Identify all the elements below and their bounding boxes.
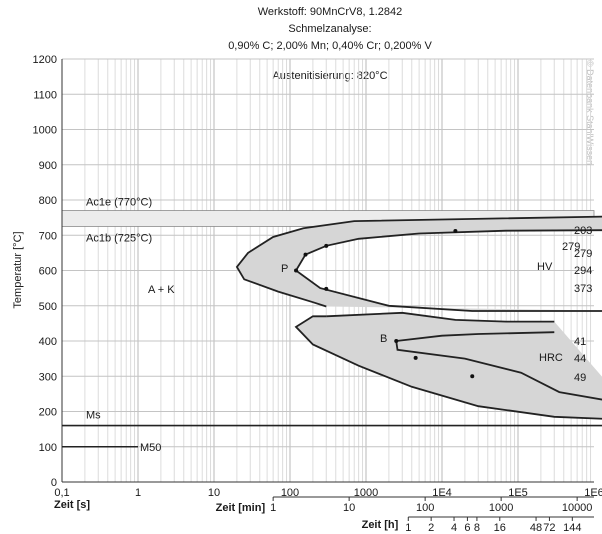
measure-point — [294, 268, 299, 273]
minutes-tick-label: 100 — [416, 502, 434, 514]
watermark: © Datenbank StahlWissen — [585, 60, 595, 165]
ac1b-label: Ac1b (725°C) — [86, 232, 152, 244]
hv-value: 294 — [574, 265, 592, 277]
y-tick-label: 300 — [39, 371, 57, 383]
ms-label: Ms — [86, 410, 101, 422]
x-axis-label-hours: Zeit [h] — [362, 519, 399, 531]
y-tick-label: 1100 — [33, 89, 57, 101]
hv-value: 373 — [574, 283, 592, 295]
bainite-lower-curve — [294, 315, 602, 420]
measure-point — [470, 374, 475, 379]
x-tick-label: 1E4 — [432, 487, 452, 499]
hours-tick-label: 8 — [474, 522, 480, 534]
pearlite-region — [236, 216, 602, 311]
title-line-2: Schmelzanalyse: — [288, 23, 371, 35]
hours-tick-label: 16 — [494, 522, 506, 534]
hv-value: 279 — [574, 248, 592, 260]
y-tick-label: 400 — [39, 336, 57, 348]
title-line-1: Werkstoff: 90MnCrV8, 1.2842 — [258, 6, 403, 18]
region-p-label: P — [281, 263, 288, 275]
measure-point — [413, 355, 418, 360]
hrc-value: 44 — [574, 353, 586, 365]
plot-layer: 0100200300400500600700800900100011001200… — [33, 54, 602, 534]
title-line-3: 0,90% C; 2,00% Mn; 0,40% Cr; 0,200% V — [228, 40, 432, 52]
y-tick-label: 700 — [39, 230, 57, 242]
hv-label: HV — [537, 261, 553, 273]
hours-tick-label: 144 — [563, 522, 581, 534]
y-tick-label: 900 — [39, 160, 57, 172]
minutes-tick-label: 10 — [343, 502, 355, 514]
hrc-value: 49 — [574, 372, 586, 384]
hours-tick-label: 72 — [543, 522, 555, 534]
hours-tick-label: 4 — [451, 522, 457, 534]
y-tick-label: 200 — [39, 407, 57, 419]
measure-point — [394, 339, 399, 343]
y-tick-label: 500 — [39, 301, 57, 313]
hours-tick-label: 6 — [464, 522, 470, 534]
measure-point — [453, 229, 458, 234]
hrc-label: HRC — [539, 352, 563, 364]
hv-value: 203 — [574, 225, 592, 237]
hours-tick-label: 48 — [530, 522, 542, 534]
x-tick-label: 1 — [135, 487, 141, 499]
y-axis-label: Temperatur [°C] — [12, 231, 24, 308]
m50-label: M50 — [140, 442, 161, 454]
bainite-region — [296, 312, 602, 419]
x-tick-label: 1000 — [354, 487, 378, 499]
y-tick-label: 1000 — [33, 125, 57, 137]
x-tick-label: 100 — [281, 487, 299, 499]
bainite-start-curve — [326, 311, 555, 323]
minutes-tick-label: 10000 — [562, 502, 593, 514]
region-b-label: B — [380, 333, 387, 345]
y-tick-label: 100 — [39, 442, 57, 454]
x-axis-label-seconds: Zeit [s] — [54, 499, 90, 511]
hrc-value: 41 — [574, 336, 586, 348]
minutes-tick-label: 1000 — [489, 502, 513, 514]
pearlite-start-curve — [235, 215, 602, 308]
y-tick-label: 800 — [39, 195, 57, 207]
bainite-end-curve — [395, 331, 602, 401]
hv-value: 279 — [562, 241, 580, 253]
x-tick-label: 0,1 — [54, 487, 69, 499]
x-tick-label: 1E5 — [508, 487, 528, 499]
region-ak-label: A + K — [148, 284, 175, 296]
hours-tick-label: 1 — [405, 522, 411, 534]
minutes-tick-label: 1 — [270, 502, 276, 514]
x-tick-label: 10 — [208, 487, 220, 499]
x-axis-label-minutes: Zeit [min] — [216, 502, 266, 514]
y-tick-label: 1200 — [33, 54, 57, 66]
y-tick-label: 0 — [51, 477, 57, 489]
ac1e-label: Ac1e (770°C) — [86, 197, 152, 209]
x-tick-label: 1E6 — [584, 487, 602, 499]
y-tick-label: 600 — [39, 266, 57, 278]
measure-point — [324, 286, 329, 291]
measure-point — [324, 243, 329, 248]
measure-point — [303, 252, 308, 257]
hours-tick-label: 2 — [428, 522, 434, 534]
